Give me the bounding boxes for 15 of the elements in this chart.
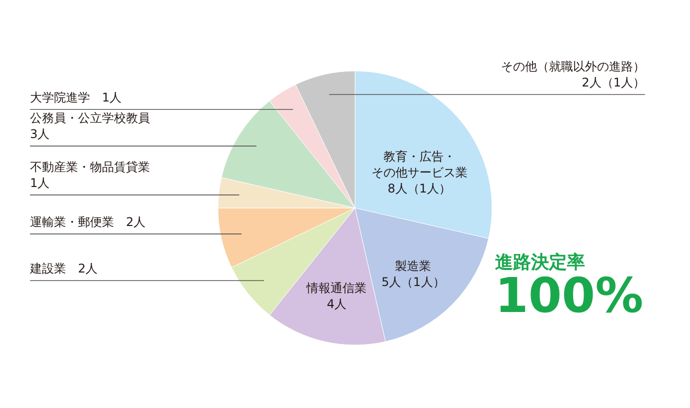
slice-label: 運輸業・郵便業 2人 — [30, 214, 146, 229]
data-label: 4人 — [326, 297, 347, 312]
slice-label: 情報通信業 — [306, 281, 367, 296]
slice-label: その他（就職以外の進路） — [501, 59, 645, 74]
data-label: 5人（1人） — [381, 275, 445, 290]
slice-label: 教育・広告・その他サービス業 — [371, 150, 468, 180]
data-label: 2人（1人） — [582, 75, 645, 90]
data-label: 8人（1人） — [388, 182, 451, 196]
data-label: 1人 — [30, 176, 50, 190]
slice-label: 不動産業・物品賃貸業 — [30, 160, 150, 174]
slice-label: 製造業 — [395, 259, 432, 274]
slice-label: 大学院進学 1人 — [30, 90, 122, 104]
data-label: 3人 — [30, 127, 50, 142]
slice-label: 公務員・公立学校教員 — [30, 111, 150, 126]
slice-label: 建設業 2人 — [29, 262, 98, 276]
